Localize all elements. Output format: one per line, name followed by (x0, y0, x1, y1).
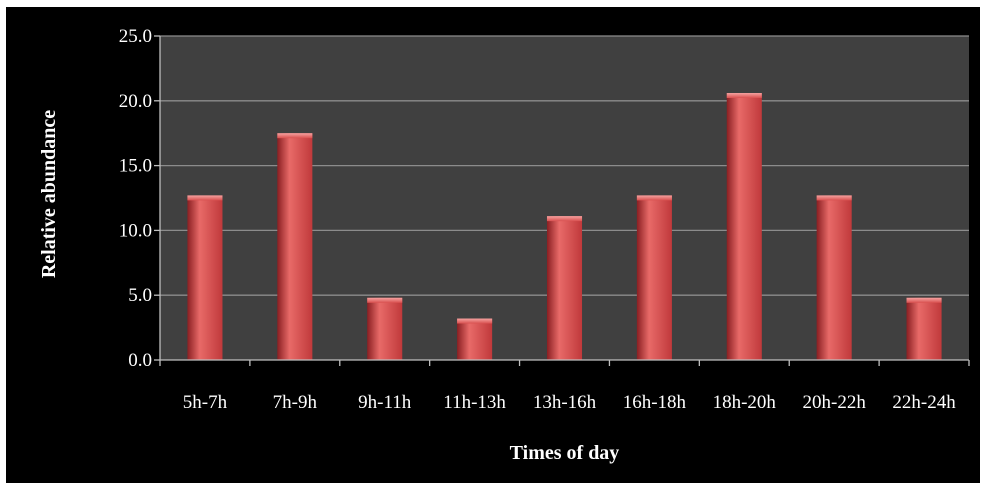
bar-top-bevel (546, 216, 583, 222)
bar (367, 297, 403, 360)
bar-top-bevel (277, 133, 313, 139)
y-tick-label: 10.0 (119, 220, 152, 241)
bar-top-bevel (906, 297, 942, 303)
bar-group (726, 93, 762, 361)
bar-top-bevel (187, 195, 223, 201)
bar-group (367, 297, 403, 360)
bar-group (546, 216, 583, 360)
bar (457, 318, 493, 360)
bar (636, 195, 672, 360)
x-tick-label: 18h-20h (713, 392, 777, 413)
bar-group (816, 195, 852, 360)
bar-top-bevel (816, 195, 852, 201)
x-tick-label: 13h-16h (533, 392, 597, 413)
y-tick-label: 20.0 (119, 91, 152, 112)
x-tick-label: 11h-13h (443, 392, 506, 413)
x-tick-labels: 5h-7h 7h-9h 9h-11h 11h-13h 13h-16h 16h-18h 18h… (183, 392, 956, 413)
bar (546, 216, 583, 360)
y-tick-label: 15.0 (119, 156, 152, 177)
bar-group (636, 195, 672, 360)
x-tick-label: 7h-9h (273, 392, 318, 413)
y-tick-label: 5.0 (128, 285, 152, 306)
y-tick-labels: 0.0 5.0 10.0 15.0 20.0 25.0 (119, 26, 152, 371)
x-tick-label: 20h-22h (803, 392, 867, 413)
x-tick-label: 16h-18h (623, 392, 687, 413)
bar-top-bevel (367, 297, 403, 303)
bar-group (277, 133, 313, 360)
y-tick-label: 0.0 (128, 350, 152, 371)
bar-group (457, 318, 493, 360)
bar (187, 195, 223, 360)
bar-top-bevel (726, 93, 762, 99)
bars (187, 93, 942, 361)
bar-group (906, 297, 942, 360)
x-axis-title: Times of day (510, 442, 620, 464)
bar-top-bevel (457, 318, 493, 324)
x-tick-label: 5h-7h (183, 392, 228, 413)
bar (906, 297, 942, 360)
axes (154, 35, 970, 366)
bar-chart: 0.0 5.0 10.0 15.0 20.0 25.0 5h-7h 7h-9h 9h-11h 1… (38, 26, 970, 464)
chart-container: 0.0 5.0 10.0 15.0 20.0 25.0 5h-7h 7h-9h 9h-11h 1… (6, 7, 980, 483)
bar-top-bevel (636, 195, 672, 201)
bar (816, 195, 852, 360)
bar-group (187, 195, 223, 360)
bar (277, 133, 313, 360)
y-tick-label: 25.0 (119, 26, 152, 47)
x-tick-label: 9h-11h (358, 392, 412, 413)
x-tick-label: 22h-24h (892, 392, 956, 413)
y-axis-title: Relative abundance (38, 110, 60, 278)
bar (726, 93, 762, 361)
